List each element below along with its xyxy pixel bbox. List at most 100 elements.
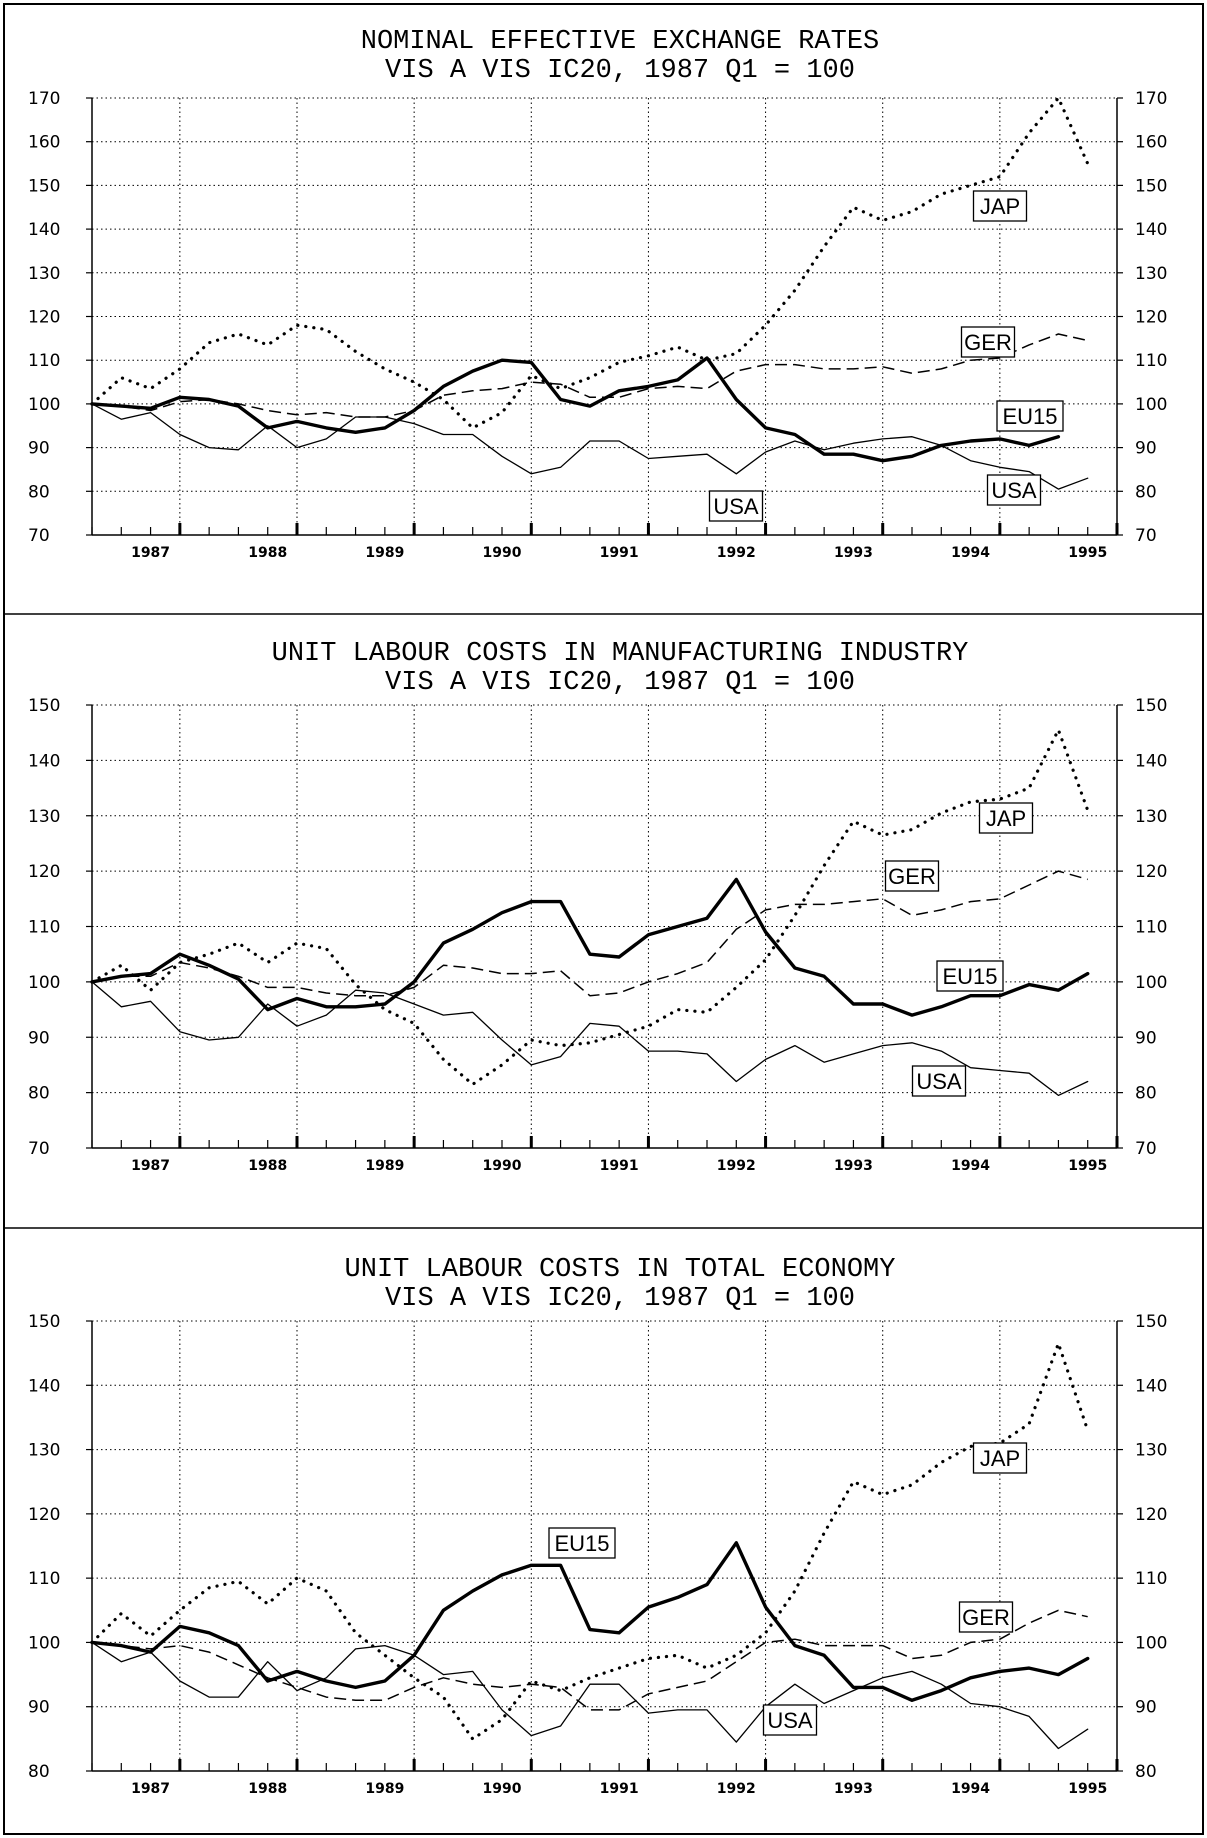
label-box [708, 490, 764, 522]
label-box [972, 190, 1028, 222]
y-tick-label-right: 70 [1135, 1139, 1157, 1159]
y-tick-label-right: 90 [1135, 1028, 1157, 1048]
y-tick-label-left: 110 [28, 918, 60, 938]
label-box [960, 326, 1016, 358]
chart-title: NOMINAL EFFECTIVE EXCHANGE RATES [361, 27, 879, 57]
y-tick-label-right: 110 [1135, 1569, 1167, 1589]
y-tick-label-right: 150 [1135, 696, 1167, 716]
y-tick-label-left: 90 [28, 1698, 50, 1718]
y-tick-label-left: 100 [28, 1633, 60, 1653]
y-tick-label-right: 120 [1135, 862, 1167, 882]
y-tick-label-left: 90 [28, 439, 50, 459]
x-tick-label: 1991 [600, 1781, 639, 1797]
x-tick-label: 1990 [483, 1158, 522, 1174]
label-box [884, 860, 940, 892]
series-label-eu15: EU15 [996, 400, 1064, 432]
chart-subtitle: VIS A VIS IC20, 1987 Q1 = 100 [385, 56, 855, 86]
y-tick-label-right: 80 [1135, 1762, 1157, 1782]
x-tick-label: 1993 [834, 1781, 873, 1797]
label-box [911, 1065, 967, 1097]
label-text: USA [991, 478, 1037, 503]
series-label-usa: USA [762, 1704, 818, 1736]
x-tick-label: 1988 [248, 1781, 287, 1797]
y-tick-label-left: 130 [28, 807, 60, 827]
series-line-ger [91, 1609, 1088, 1711]
y-tick-label-left: 70 [28, 526, 50, 546]
x-tick-label: 1995 [1068, 545, 1107, 561]
x-tick-label: 1991 [600, 1158, 639, 1174]
label-text: EU15 [942, 964, 997, 989]
label-text: GER [964, 330, 1012, 355]
x-tick-label: 1988 [248, 1158, 287, 1174]
y-tick-label-right: 160 [1135, 133, 1167, 153]
page-frame [3, 3, 1204, 1835]
y-tick-label-right: 140 [1135, 220, 1167, 240]
label-box [972, 1442, 1028, 1474]
x-tick-label: 1993 [834, 545, 873, 561]
x-tick-label: 1995 [1068, 1781, 1107, 1797]
y-tick-label-right: 130 [1135, 1441, 1167, 1461]
x-tick-label: 1992 [717, 1781, 756, 1797]
x-tick-label: 1993 [834, 1158, 873, 1174]
y-tick-label-right: 100 [1135, 973, 1167, 993]
y-tick-label-left: 90 [28, 1028, 50, 1048]
y-tick-label-right: 110 [1135, 351, 1167, 371]
series-label-eu15: EU15 [548, 1527, 616, 1559]
x-tick-label: 1991 [600, 545, 639, 561]
label-box [762, 1704, 818, 1736]
x-tick-label: 1994 [951, 545, 990, 561]
y-tick-label-left: 80 [28, 1084, 50, 1104]
y-tick-label-left: 120 [28, 1505, 60, 1525]
label-text: USA [767, 1708, 813, 1733]
y-tick-label-left: 100 [28, 973, 60, 993]
label-box [936, 960, 1004, 992]
x-tick-label: 1987 [131, 1781, 170, 1797]
series-label-jap: JAP [978, 802, 1034, 834]
label-text: USA [916, 1069, 962, 1094]
y-tick-label-left: 150 [28, 696, 60, 716]
y-tick-label-right: 100 [1135, 395, 1167, 415]
y-tick-label-right: 110 [1135, 918, 1167, 938]
y-tick-label-left: 120 [28, 862, 60, 882]
series-label-usa: USA [911, 1065, 967, 1097]
label-box [978, 802, 1034, 834]
y-tick-label-right: 120 [1135, 308, 1167, 328]
y-tick-label-left: 80 [28, 1762, 50, 1782]
x-tick-label: 1987 [131, 1158, 170, 1174]
series-line-eu15 [90, 356, 1061, 463]
series-line-ger [91, 870, 1088, 997]
y-tick-label-left: 160 [28, 133, 60, 153]
x-tick-label: 1992 [717, 545, 756, 561]
x-tick-label: 1989 [365, 545, 404, 561]
series-label-jap: JAP [972, 190, 1028, 222]
series-line-ger [91, 333, 1088, 418]
series-label-eu15: EU15 [936, 960, 1004, 992]
y-tick-label-left: 150 [28, 1312, 60, 1332]
x-tick-label: 1988 [248, 545, 287, 561]
y-tick-label-right: 80 [1135, 1084, 1157, 1104]
x-tick-label: 1989 [365, 1158, 404, 1174]
y-tick-label-right: 150 [1135, 176, 1167, 196]
y-tick-label-right: 90 [1135, 1698, 1157, 1718]
series-label-usa: USA [986, 474, 1042, 506]
label-box [986, 474, 1042, 506]
x-tick-label: 1994 [951, 1158, 990, 1174]
label-box [958, 1601, 1014, 1633]
y-tick-label-right: 70 [1135, 526, 1157, 546]
label-text: EU15 [554, 1531, 609, 1556]
x-tick-label: 1995 [1068, 1158, 1107, 1174]
series-line-usa [91, 403, 1089, 490]
y-tick-label-right: 80 [1135, 482, 1157, 502]
y-tick-label-left: 100 [28, 395, 60, 415]
y-tick-label-left: 140 [28, 220, 60, 240]
x-tick-label: 1990 [483, 1781, 522, 1797]
x-tick-label: 1989 [365, 1781, 404, 1797]
chart-title: UNIT LABOUR COSTS IN TOTAL ECONOMY [345, 1255, 896, 1285]
label-box [548, 1527, 616, 1559]
chart-subtitle: VIS A VIS IC20, 1987 Q1 = 100 [385, 668, 855, 698]
y-tick-label-left: 130 [28, 1441, 60, 1461]
y-tick-label-right: 90 [1135, 439, 1157, 459]
